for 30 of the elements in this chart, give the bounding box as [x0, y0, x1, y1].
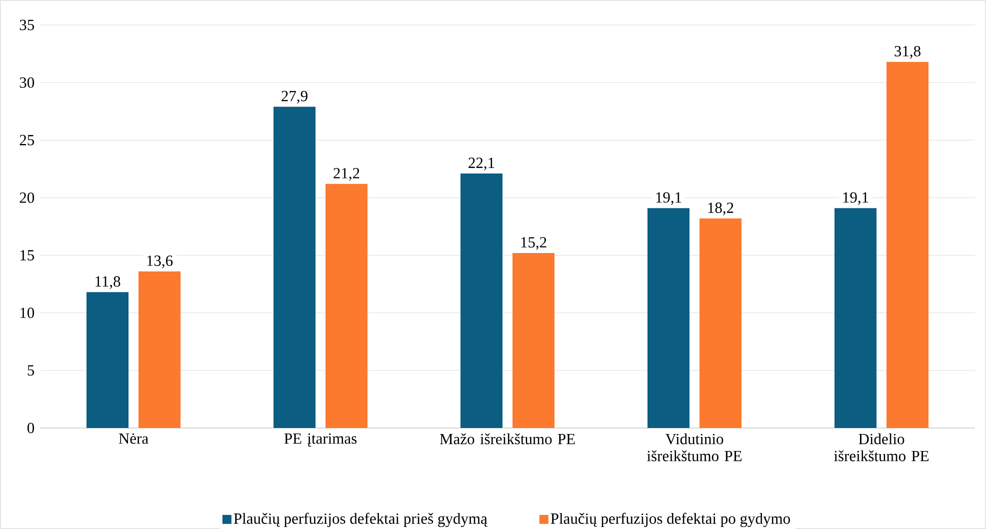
data-label: 15,2 [521, 237, 546, 250]
data-label: 11,8 [96, 276, 120, 289]
x-tick-label: Nėra [118, 433, 148, 444]
data-label: 27,9 [282, 90, 308, 104]
y-tick-label: 20 [20, 192, 34, 203]
data-label: 18,2 [708, 202, 734, 216]
y-tick-label: 10 [20, 308, 34, 318]
bar [834, 208, 876, 428]
legend-label: Plaučių perfuzijos defektai prieš gydymą [234, 512, 488, 528]
y-tick-label: 15 [20, 250, 34, 260]
data-label: 31,8 [894, 46, 920, 59]
data-label: 19,1 [656, 192, 682, 205]
data-label: 21,2 [334, 168, 360, 181]
bar [326, 184, 368, 428]
data-label: 13,6 [147, 256, 173, 268]
bar [886, 62, 928, 428]
y-tick-label: 30 [20, 77, 34, 88]
y-tick-label: 0 [27, 422, 34, 434]
y-tick-label: 25 [20, 134, 34, 146]
x-tick-label: PE įtarimas [284, 433, 357, 447]
y-tick-label: 35 [20, 20, 34, 30]
legend-label: Plaučių perfuzijos defektai po gydymo [550, 512, 790, 528]
x-tick-label: Vidutinio išreikštumo PE [647, 433, 742, 462]
data-label: 22,1 [468, 158, 494, 170]
bar [648, 208, 690, 428]
data-label: 19,1 [843, 192, 868, 205]
bar [700, 218, 742, 428]
x-tick-label: Didelio išreikštumo PE [834, 433, 929, 462]
x-tick-label: Mažo išreikštumo PE [440, 433, 575, 444]
y-tick-label: 5 [28, 365, 34, 376]
